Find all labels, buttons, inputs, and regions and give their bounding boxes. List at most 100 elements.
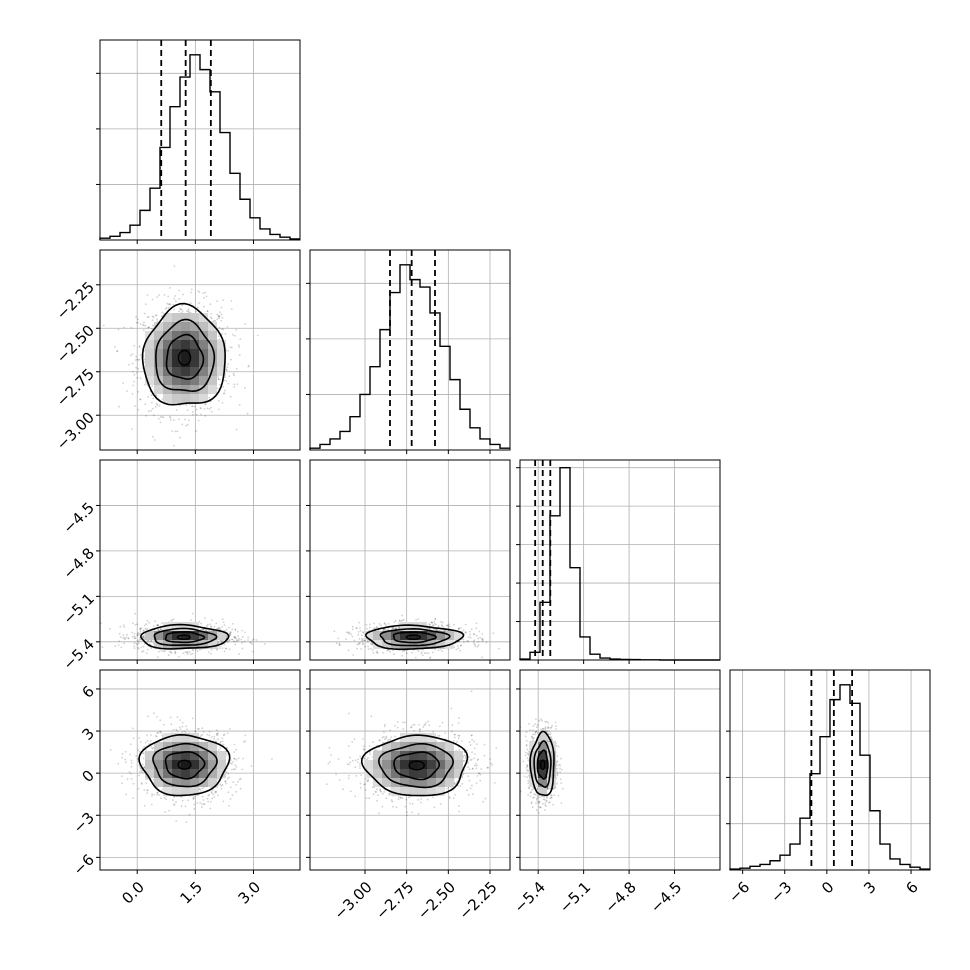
scatter-point — [133, 645, 136, 647]
density-cell — [217, 367, 226, 376]
scatter-point — [234, 636, 236, 639]
scatter-point — [234, 628, 237, 631]
scatter-point — [200, 803, 203, 805]
scatter-point — [130, 759, 133, 762]
scatter-point — [141, 771, 143, 774]
scatter-point — [457, 627, 460, 630]
scatter-point — [244, 323, 247, 325]
scatter-point — [124, 638, 126, 641]
scatter-point — [180, 308, 183, 311]
scatter-point — [414, 656, 417, 659]
scatter-point — [210, 648, 213, 651]
panel-frame — [99, 459, 301, 661]
scatter-point — [150, 803, 153, 806]
scatter-point — [455, 648, 458, 651]
density-cell — [400, 631, 409, 640]
scatter-point — [210, 410, 213, 413]
density-cell — [163, 631, 172, 640]
scatter-point — [234, 764, 237, 766]
scatter-point — [152, 324, 154, 327]
scatter-point — [201, 733, 204, 736]
scatter-point — [174, 652, 176, 655]
scatter-point — [210, 619, 213, 621]
scatter-point — [358, 643, 361, 645]
scatter-point — [221, 618, 224, 621]
density-cell — [217, 349, 226, 358]
scatter-point — [241, 635, 244, 638]
scatter-point — [159, 719, 162, 722]
scatter-point — [168, 650, 171, 653]
scatter-point — [231, 333, 234, 336]
scatter-point — [228, 626, 230, 629]
scatter-point — [178, 418, 180, 420]
scatter-point — [184, 418, 187, 421]
scatter-point — [159, 730, 162, 733]
scatter-point — [158, 404, 161, 407]
scatter-point — [217, 400, 220, 402]
density-cell — [154, 631, 163, 640]
scatter-point — [358, 621, 361, 624]
scatter-point — [352, 654, 355, 656]
scatter-point — [396, 627, 399, 630]
scatter-point — [238, 778, 241, 781]
scatter-point — [244, 740, 247, 743]
scatter-point — [357, 633, 360, 636]
scatter-point — [198, 302, 200, 305]
density-cell — [208, 376, 217, 385]
scatter-point — [433, 623, 436, 625]
scatter-point — [176, 430, 179, 433]
scatter-point — [394, 627, 397, 630]
scatter-point — [360, 634, 363, 637]
scatter-point — [160, 650, 163, 652]
scatter-point — [231, 794, 234, 797]
scatter-point — [143, 789, 146, 791]
scatter-point — [204, 403, 207, 405]
scatter-point — [143, 752, 145, 754]
scatter-point — [133, 635, 136, 638]
scatter-point — [184, 805, 187, 808]
joint-content — [102, 265, 259, 447]
scatter-point — [139, 398, 142, 401]
scatter-point — [143, 766, 146, 769]
scatter-point — [224, 647, 227, 650]
scatter-point — [126, 778, 129, 780]
contour-level-0 — [392, 631, 437, 644]
scatter-point — [138, 638, 141, 641]
scatter-point — [428, 627, 431, 630]
scatter-point — [173, 308, 176, 311]
scatter-point — [386, 649, 389, 652]
scatter-point — [466, 640, 469, 643]
scatter-point — [227, 641, 229, 643]
scatter-point — [151, 298, 154, 301]
scatter-point — [415, 619, 417, 621]
panel-frame — [99, 39, 301, 241]
density-cell — [163, 322, 172, 331]
scatter-point — [186, 423, 189, 426]
scatter-point — [186, 310, 189, 313]
scatter-point — [175, 800, 177, 803]
scatter-point — [209, 623, 212, 626]
scatter-point — [237, 344, 240, 347]
scatter-point — [213, 626, 216, 628]
scatter-point — [431, 651, 434, 654]
scatter-point — [394, 627, 397, 630]
density-cell — [154, 349, 163, 358]
scatter-point — [136, 623, 139, 626]
histogram-panel-0 — [96, 39, 301, 244]
scatter-point — [151, 328, 153, 330]
scatter-point — [366, 627, 368, 630]
scatter-point — [398, 626, 400, 629]
scatter-point — [420, 652, 423, 655]
scatter-point — [178, 404, 181, 407]
scatter-point — [227, 363, 230, 366]
scatter-point — [154, 439, 156, 441]
density-cell — [373, 631, 382, 640]
scatter-point — [159, 628, 162, 630]
scatter-point — [231, 346, 233, 349]
scatter-point — [218, 326, 221, 329]
scatter-point — [216, 300, 218, 303]
scatter-point — [152, 778, 155, 781]
density-cell — [190, 340, 199, 349]
scatter-point — [459, 644, 462, 647]
scatter-point — [145, 778, 148, 780]
